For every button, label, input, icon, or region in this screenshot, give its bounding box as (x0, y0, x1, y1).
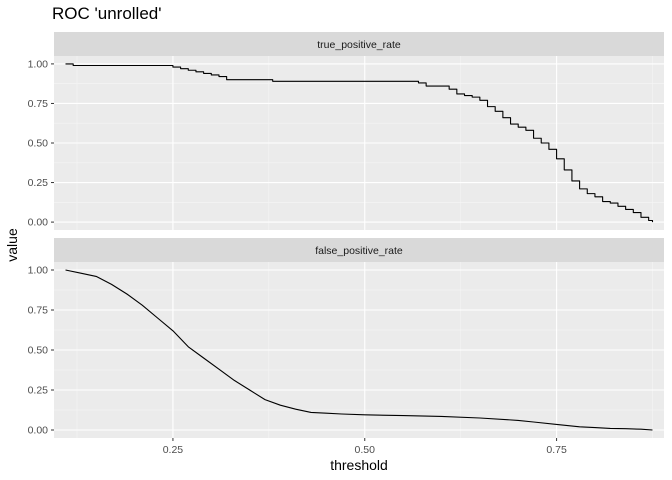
facet-panel-true-positive-rate: true_positive_rate 0.00 0.25 0.50 0.75 1.00 (28, 32, 664, 230)
facet-strip (54, 32, 664, 56)
x-tick-label: 0.50 (355, 444, 376, 456)
facet-strip-label: false_positive_rate (315, 245, 403, 257)
x-tick-label: 0.25 (163, 444, 184, 456)
x-tick-label: 0.75 (546, 444, 567, 456)
y-tick-label: 0.50 (28, 138, 49, 150)
y-tick-label: 1.00 (28, 58, 49, 70)
x-axis-title: threshold (330, 457, 388, 473)
y-tick-label: 0.25 (28, 385, 49, 397)
facet-strip (54, 238, 664, 262)
y-tick-label: 0.75 (28, 98, 49, 110)
y-tick-label: 0.75 (28, 305, 49, 317)
facet-strip-label: true_positive_rate (317, 39, 401, 51)
y-axis-title: value (4, 228, 20, 262)
y-tick-label: 0.00 (28, 425, 49, 437)
y-tick-label: 0.50 (28, 345, 49, 357)
facet-panel-false-positive-rate: false_positive_rate 0.00 0.25 0.50 0.75 1.00 0… (28, 238, 664, 456)
series-line-false-positive-rate (65, 269, 653, 431)
chart-title: ROC 'unrolled' (52, 4, 161, 23)
y-tick-label: 1.00 (28, 265, 49, 277)
series-line-true-positive-rate (65, 63, 654, 223)
y-tick-label: 0.25 (28, 177, 49, 189)
facet-panels: true_positive_rate0.000.250.500.751.00fa… (28, 32, 664, 456)
y-tick-label: 0.00 (28, 217, 49, 229)
